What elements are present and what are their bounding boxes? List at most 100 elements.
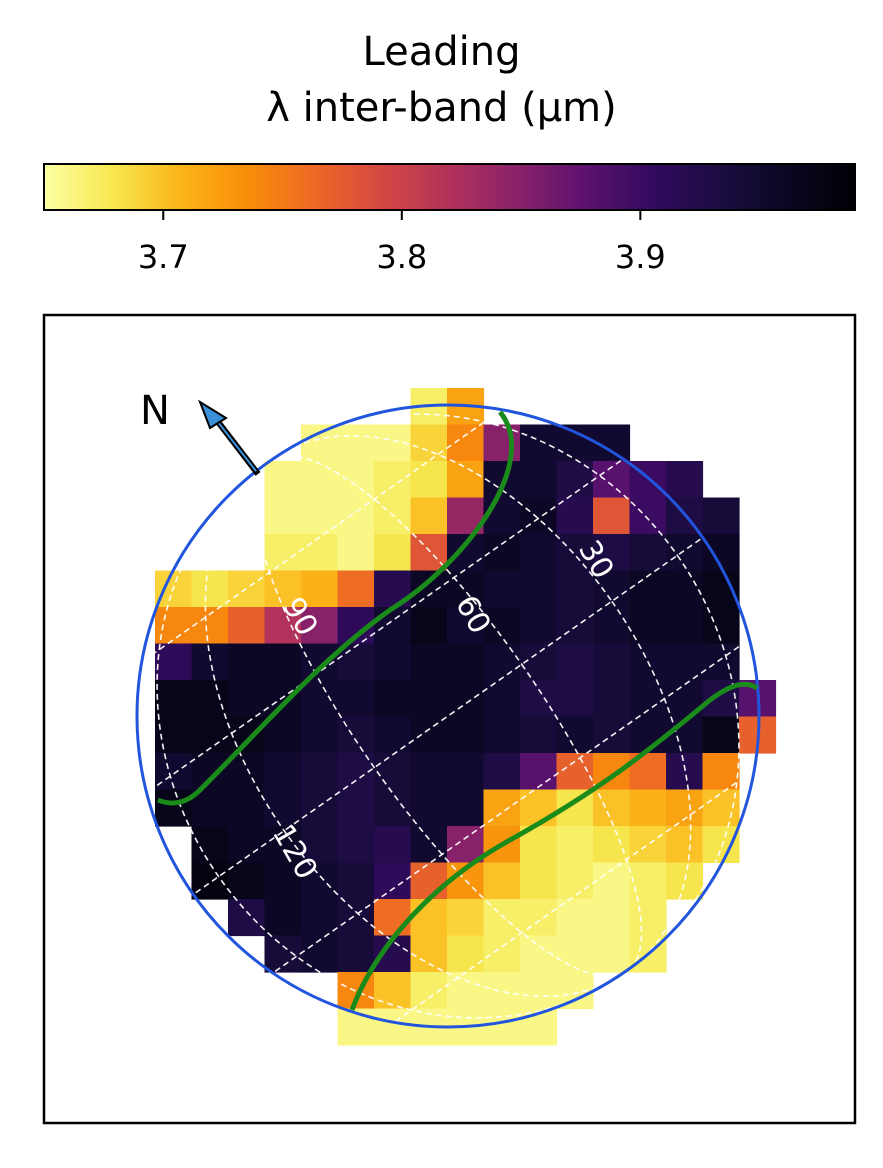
heatmap-pixels <box>155 388 777 1046</box>
heatmap-pixel <box>520 899 558 937</box>
heatmap-pixel <box>191 826 229 864</box>
heatmap-pixel <box>520 972 558 1010</box>
heatmap-pixel <box>629 680 667 718</box>
heatmap-pixel <box>556 534 594 572</box>
colorbar-tick-label: 3.8 <box>376 238 427 276</box>
heatmap-pixel <box>556 680 594 718</box>
heatmap-pixel <box>410 826 448 864</box>
heatmap-pixel <box>374 643 412 681</box>
heatmap-pixel <box>301 534 339 572</box>
heatmap-pixel <box>374 461 412 499</box>
heatmap-pixel <box>593 826 631 864</box>
heatmap-pixel <box>556 607 594 645</box>
heatmap-pixel <box>410 935 448 973</box>
heatmap-pixel <box>410 899 448 937</box>
heatmap-pixel <box>520 753 558 791</box>
heatmap-pixel <box>593 607 631 645</box>
heatmap-pixel <box>301 899 339 937</box>
heatmap-pixel <box>301 862 339 900</box>
heatmap-pixel <box>264 570 302 608</box>
north-arrow-icon <box>198 399 261 476</box>
heatmap-pixel <box>520 534 558 572</box>
heatmap-pixel <box>556 862 594 900</box>
heatmap-pixel <box>483 497 521 535</box>
heatmap-pixel <box>228 862 266 900</box>
planet-limb <box>135 403 761 1029</box>
heatmap-pixel <box>520 497 558 535</box>
heatmap-pixel <box>191 789 229 827</box>
heatmap-pixel <box>228 789 266 827</box>
heatmap-pixel <box>520 789 558 827</box>
heatmap-pixel <box>264 534 302 572</box>
heatmap-pixel <box>483 570 521 608</box>
heatmap-pixel <box>593 680 631 718</box>
heatmap-pixel <box>483 643 521 681</box>
heatmap-pixel <box>191 753 229 791</box>
heatmap-pixel <box>483 716 521 754</box>
heatmap-pixel <box>520 680 558 718</box>
chart-title-line-1: Leading <box>362 29 521 75</box>
heatmap-pixel <box>666 753 704 791</box>
heatmap-pixel <box>374 753 412 791</box>
heatmap-pixel <box>301 789 339 827</box>
heatmap-pixel <box>447 534 485 572</box>
heatmap-pixel <box>483 680 521 718</box>
heatmap-pixel <box>374 680 412 718</box>
heatmap-pixel <box>702 643 740 681</box>
north-label: N <box>140 388 170 434</box>
heatmap-pixel <box>337 899 375 937</box>
heatmap-pixel <box>264 789 302 827</box>
heatmap-pixel <box>374 789 412 827</box>
heatmap-pixel <box>374 972 412 1010</box>
heatmap-pixel <box>520 570 558 608</box>
heatmap-pixel <box>629 497 667 535</box>
heatmap-pixel <box>629 899 667 937</box>
heatmap-pixel <box>702 497 740 535</box>
heatmap-pixel <box>520 716 558 754</box>
terminator-line-lower <box>349 681 759 1011</box>
heatmap-pixel <box>447 972 485 1010</box>
heatmap-pixel <box>593 497 631 535</box>
heatmap-pixel <box>410 862 448 900</box>
heatmap-pixel <box>191 643 229 681</box>
heatmap-pixel <box>264 753 302 791</box>
heatmap-pixel <box>593 862 631 900</box>
heatmap-pixel <box>264 935 302 973</box>
heatmap-pixel <box>447 935 485 973</box>
heatmap-pixel <box>520 461 558 499</box>
heatmap-pixel <box>410 607 448 645</box>
heatmap-pixel <box>301 424 339 462</box>
heatmap-pixel <box>191 862 229 900</box>
heatmap-pixel <box>410 461 448 499</box>
heatmap-pixel <box>447 607 485 645</box>
heatmap-pixel <box>374 497 412 535</box>
heatmap-pixel <box>629 826 667 864</box>
heatmap-pixel <box>228 680 266 718</box>
heatmap-pixel <box>191 607 229 645</box>
heatmap-pixel <box>374 716 412 754</box>
colorbar-tick-label: 3.7 <box>138 238 189 276</box>
heatmap-pixel <box>666 643 704 681</box>
heatmap-pixel <box>593 899 631 937</box>
heatmap-pixel <box>702 716 740 754</box>
heatmap-pixel <box>264 680 302 718</box>
heatmap-pixel <box>483 1008 521 1046</box>
heatmap-pixel <box>593 935 631 973</box>
heatmap-pixel <box>593 570 631 608</box>
heatmap-pixel <box>374 607 412 645</box>
heatmap-pixel <box>702 789 740 827</box>
heatmap-pixel <box>447 789 485 827</box>
heatmap-pixel <box>374 862 412 900</box>
heatmap-pixel <box>556 643 594 681</box>
heatmap-pixel <box>374 826 412 864</box>
heatmap-pixel <box>447 680 485 718</box>
heatmap-pixel <box>337 789 375 827</box>
heatmap-pixel <box>228 607 266 645</box>
heatmap-pixel <box>556 497 594 535</box>
heatmap-pixel <box>447 643 485 681</box>
heatmap-pixel <box>666 607 704 645</box>
heatmap-pixel <box>629 789 667 827</box>
heatmap-pixel <box>520 862 558 900</box>
heatmap-pixel <box>447 753 485 791</box>
